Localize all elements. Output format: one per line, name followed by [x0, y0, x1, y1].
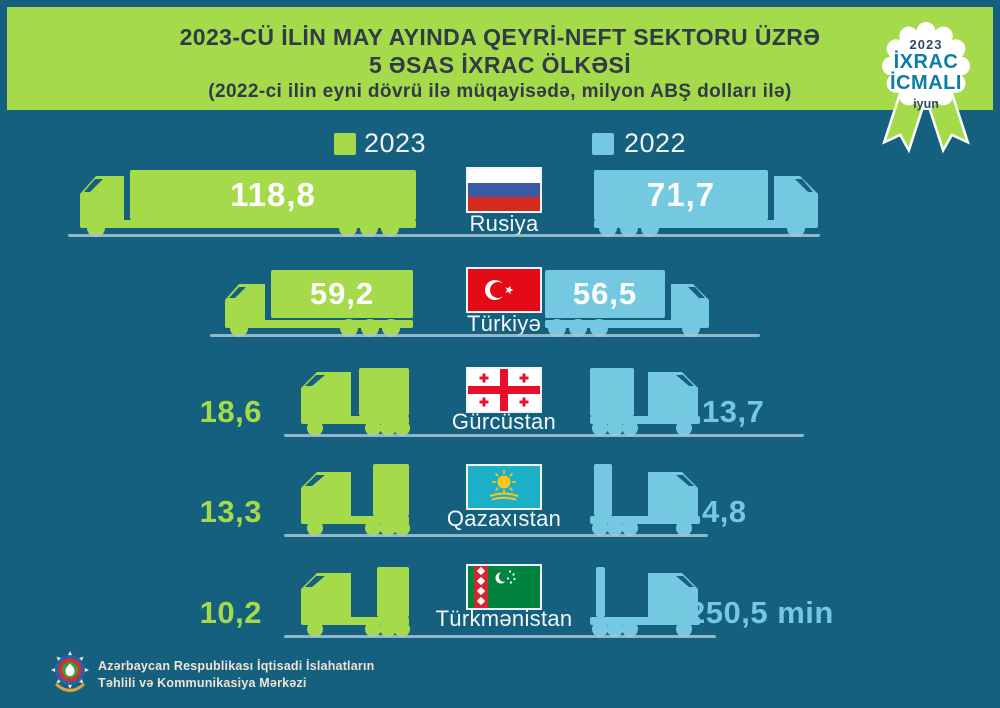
value-2023-qazaxistan: 13,3 [199, 494, 262, 529]
country-label-gurcustan: Gürcüstan [451, 409, 557, 434]
legend-swatch-2022 [592, 133, 614, 155]
legend-swatch-2023 [334, 133, 356, 155]
value-2022-qazaxistan: 4,8 [702, 494, 747, 529]
turkmenistan-flag-icon [466, 564, 542, 610]
truck-2022-rusiya-icon [594, 170, 818, 237]
subtitle: (2022-ci ilin eyni dövrü ilə müqayisədə,… [208, 81, 792, 102]
truck-2023-gurcustan-icon [301, 368, 410, 436]
country-label-turkiye: Türkiyə [466, 311, 542, 336]
road-line [284, 635, 716, 638]
value-2023-turkiye: 59,2 [309, 276, 375, 311]
title-line2: 5 ƏSAS İXRAC ÖLKƏSİ [368, 52, 632, 78]
truck-2022-turkiye-icon [545, 270, 709, 337]
road-line [68, 234, 820, 237]
country-label-turkmenistan: Türkmənistan [435, 606, 573, 631]
value-2022-rusiya: 71,7 [646, 176, 716, 213]
truck-2022-qazaxistan-icon [590, 464, 700, 536]
turkey-flag-icon [466, 267, 542, 313]
azerbaijan-emblem-icon [51, 651, 89, 692]
footer-line2: Təhlili və Kommunikasiya Mərkəzi [98, 676, 307, 690]
georgia-flag-icon [466, 367, 542, 413]
title-line1: 2023-CÜ İLİN MAY AYINDA QEYRİ-NEFT SEKTO… [179, 24, 821, 50]
truck-2023-turkiye-icon [225, 270, 413, 337]
badge-month: iyun [913, 97, 939, 111]
edition-badge: 2023 İXRAC İCMALI iyun [866, 10, 986, 162]
badge-year: 2023 [909, 37, 943, 52]
russia-flag-icon [466, 167, 542, 213]
country-label-rusiya: Rusiya [469, 211, 539, 236]
footer-organization: Azərbaycan Respublikası İqtisadi İslahat… [98, 658, 374, 692]
country-label-qazaxistan: Qazaxıstan [446, 506, 562, 531]
road-line [284, 534, 708, 537]
rosette-ribbon-icon [882, 22, 970, 154]
value-2023-turkmenistan: 10,2 [199, 595, 262, 630]
header-band: 2023-CÜ İLİN MAY AYINDA QEYRİ-NEFT SEKTO… [7, 7, 993, 110]
truck-2023-turkmenistan-icon [301, 567, 410, 637]
footer-line1: Azərbaycan Respublikası İqtisadi İslahat… [98, 659, 375, 673]
value-2023-gurcustan: 18,6 [199, 394, 262, 429]
value-2022-gurcustan: 13,7 [702, 394, 765, 429]
road-line [284, 434, 804, 437]
value-2022-turkiye: 56,5 [572, 276, 638, 311]
kazakhstan-flag-icon [466, 464, 542, 510]
badge-title1: İXRAC [893, 51, 959, 73]
truck-2023-rusiya-icon [80, 170, 416, 237]
truck-2023-qazaxistan-icon [301, 464, 410, 536]
truck-2022-gurcustan-icon [590, 368, 700, 436]
value-2022-turkmenistan: 250,5 min [688, 595, 834, 630]
legend-label-2022: 2022 [624, 128, 687, 158]
badge-title2: İCMALI [890, 72, 962, 94]
road-line [210, 334, 760, 337]
truck-2022-turkmenistan-icon [590, 567, 700, 637]
value-2023-rusiya: 118,8 [230, 176, 316, 213]
legend-label-2023: 2023 [364, 128, 427, 158]
